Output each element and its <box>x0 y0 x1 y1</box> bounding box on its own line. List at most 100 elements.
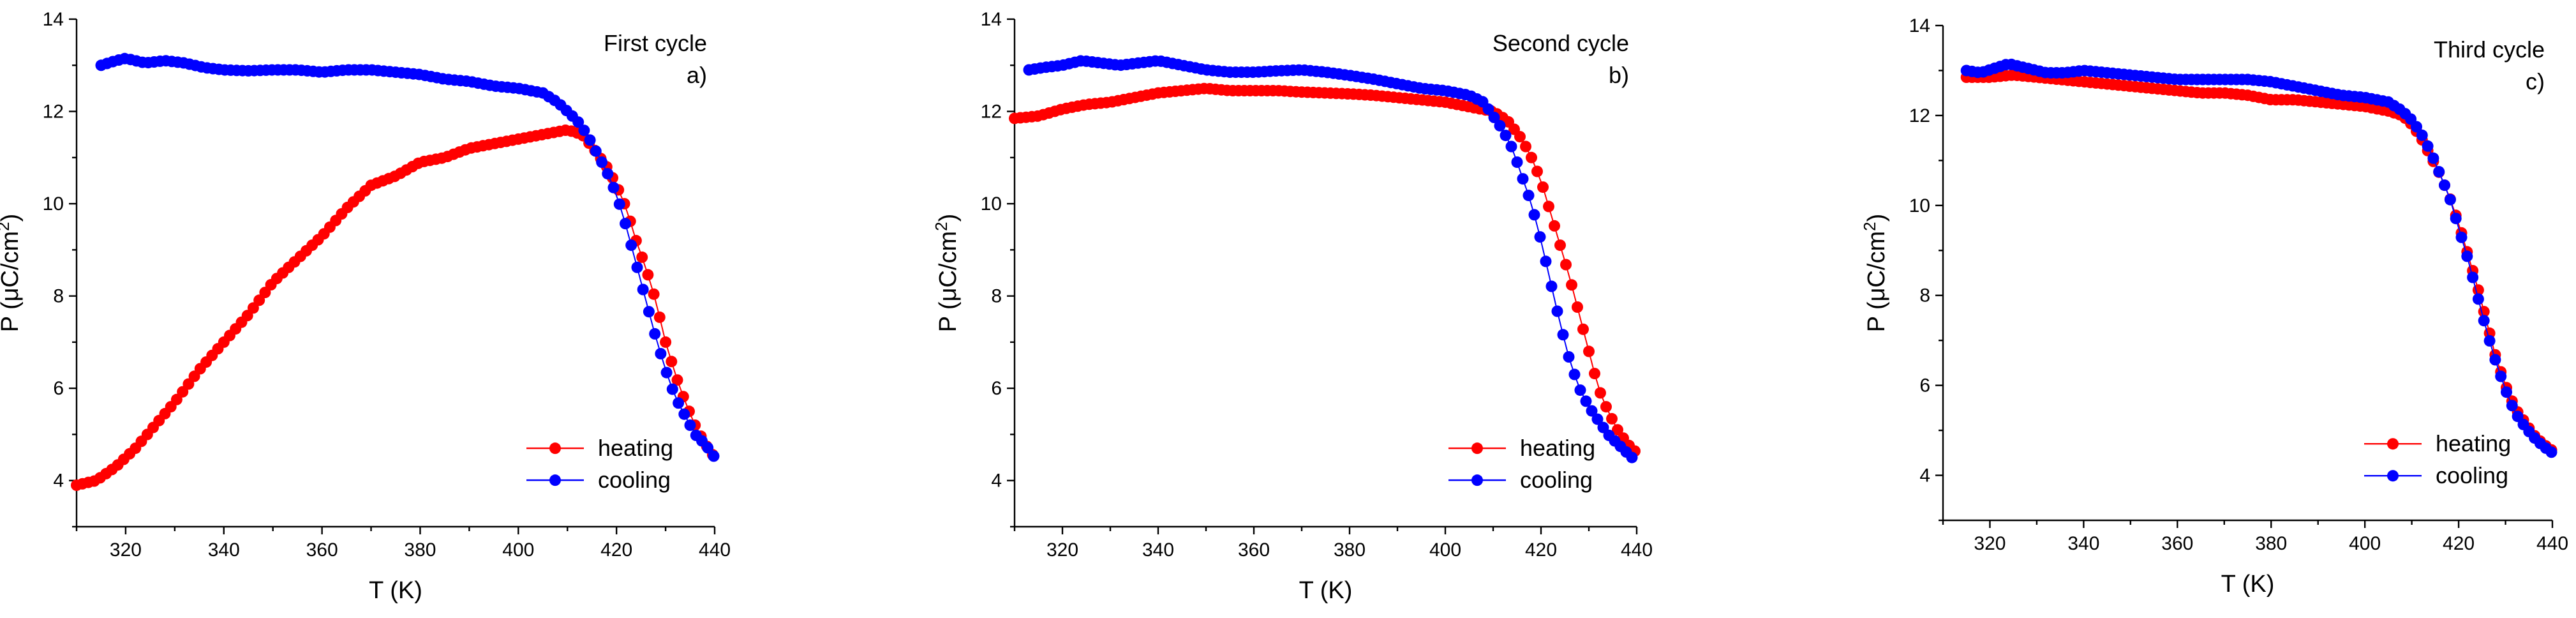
data-point-cooling <box>1500 130 1512 142</box>
data-point-cooling <box>1482 103 1494 115</box>
legend-marker-heating <box>1471 442 1483 455</box>
data-point-cooling <box>584 134 596 146</box>
data-point-cooling <box>1528 209 1540 221</box>
data-point-cooling <box>702 442 714 454</box>
y-tick-label: 12 <box>43 102 64 123</box>
data-point-cooling <box>643 306 655 318</box>
data-point-heating <box>1600 401 1612 413</box>
series-cooling <box>1023 55 1638 464</box>
data-point-cooling <box>625 239 637 252</box>
x-tick-label: 320 <box>1046 539 1078 561</box>
data-point-cooling <box>708 450 720 462</box>
y-tick-label: 14 <box>981 9 1002 30</box>
y-tick-label: 4 <box>991 471 1002 492</box>
x-tick-label: 340 <box>2067 533 2099 554</box>
data-point-cooling <box>1505 140 1517 153</box>
data-point-cooling <box>649 328 661 340</box>
panel-annotation-label: c) <box>2526 68 2545 94</box>
data-point-cooling <box>637 283 649 296</box>
data-point-cooling <box>2411 121 2422 133</box>
data-point-cooling <box>607 181 620 193</box>
data-point-cooling <box>2545 446 2557 458</box>
data-point-cooling <box>2489 354 2501 366</box>
data-point-cooling <box>1626 451 1638 464</box>
data-point-heating <box>653 311 666 323</box>
y-axis-label-main: P (μC/cm <box>0 231 24 332</box>
data-point-heating <box>1595 387 1606 399</box>
y-tick-label: 6 <box>991 378 1002 399</box>
data-point-heating <box>1526 151 1537 163</box>
data-point-cooling <box>1551 305 1563 317</box>
y-tick-label: 6 <box>53 378 64 399</box>
data-point-cooling <box>620 218 631 230</box>
data-point-cooling <box>1511 156 1523 168</box>
y-tick-label: 8 <box>1919 285 1930 306</box>
legend-marker-heating <box>549 442 561 455</box>
y-tick-label: 14 <box>43 9 64 30</box>
y-axis-label-close: ) <box>1863 214 1890 222</box>
y-tick-label: 10 <box>43 193 64 215</box>
data-point-heating <box>1549 220 1560 232</box>
y-tick-label: 12 <box>981 102 1002 123</box>
data-point-cooling <box>1568 368 1581 381</box>
data-point-heating <box>671 374 683 386</box>
data-point-cooling <box>1517 173 1529 185</box>
panel-annotation-label: a) <box>687 62 707 88</box>
x-axis-label: T (K) <box>2221 571 2275 598</box>
y-tick-label: 4 <box>53 471 64 492</box>
data-point-cooling <box>1563 351 1575 363</box>
data-point-cooling <box>1545 280 1558 292</box>
data-point-cooling <box>1580 395 1592 407</box>
panel-annotation-title: Third cycle <box>2434 36 2545 63</box>
data-point-cooling <box>2422 140 2434 152</box>
chart-panel-2: 320 340 360 380 400 420 440 4 6 8 10 12 14 T (K) P (μC… <box>932 9 1653 604</box>
panel-annotation-label: b) <box>1609 62 1629 88</box>
x-tick-label: 340 <box>1142 539 1174 561</box>
series-line-cooling <box>101 57 715 456</box>
data-point-heating <box>1554 239 1566 252</box>
data-point-cooling <box>2483 335 2496 347</box>
data-point-cooling <box>1557 329 1569 341</box>
data-point-cooling <box>1534 231 1546 243</box>
data-point-cooling <box>2450 213 2462 225</box>
data-point-cooling <box>631 261 643 273</box>
x-tick-label: 380 <box>2255 533 2287 554</box>
data-point-heating <box>636 251 648 263</box>
x-tick-label: 320 <box>1974 533 2006 554</box>
y-tick-label: 8 <box>991 286 1002 307</box>
data-point-heating <box>1560 259 1572 271</box>
data-point-heating <box>1583 345 1595 358</box>
data-point-heating <box>1589 368 1600 380</box>
y-axis-label-superscript: 2 <box>0 222 13 230</box>
data-point-cooling <box>1591 413 1604 425</box>
x-tick-label: 320 <box>110 539 142 561</box>
x-axis-label: T (K) <box>1299 577 1353 604</box>
x-tick-label: 360 <box>306 539 338 561</box>
y-axis-label: P (μC/cm2) <box>1860 214 1890 333</box>
y-tick-label: 14 <box>1909 15 1930 36</box>
data-point-cooling <box>1523 190 1535 202</box>
series-cooling <box>1960 58 2557 458</box>
data-point-cooling <box>2472 293 2484 305</box>
y-tick-label: 12 <box>1909 105 1930 126</box>
x-tick-label: 400 <box>1429 539 1461 561</box>
y-axis-label-superscript: 2 <box>1860 222 1879 230</box>
data-point-cooling <box>1597 421 1609 433</box>
legend-label-heating: heating <box>598 435 673 461</box>
legend-marker-cooling <box>1471 474 1483 486</box>
legend: heating cooling <box>2364 430 2511 488</box>
chart-panel-3: 320 340 360 380 400 420 440 4 6 8 10 12 14 T (K) P (μC… <box>1860 15 2568 598</box>
x-tick-label: 420 <box>2443 533 2475 554</box>
data-point-heating <box>1537 181 1549 193</box>
y-tick-label: 4 <box>1919 465 1930 486</box>
data-point-cooling <box>2461 250 2473 262</box>
data-point-heating <box>1606 412 1618 425</box>
data-point-heating <box>177 386 189 398</box>
data-point-heating <box>1514 131 1526 143</box>
x-axis-label: T (K) <box>369 577 422 604</box>
data-point-cooling <box>673 397 685 409</box>
data-point-heating <box>1612 424 1623 436</box>
y-tick-label: 10 <box>981 193 1002 215</box>
data-point-heating <box>1577 323 1589 335</box>
